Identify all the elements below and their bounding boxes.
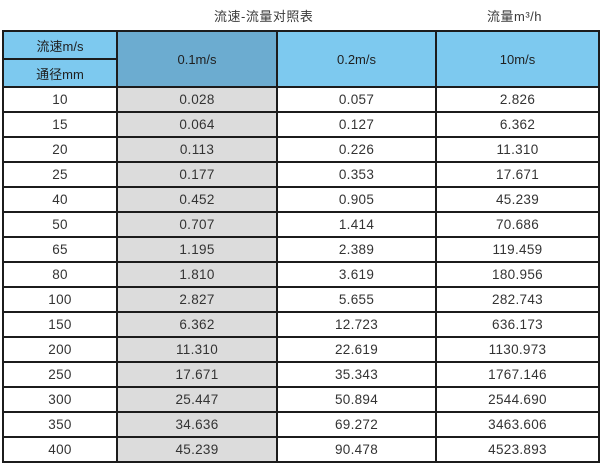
flow-value-cell: 119.459 <box>435 236 600 263</box>
flow-value-cell: 3.619 <box>276 261 437 288</box>
flow-value-cell: 90.478 <box>276 436 437 463</box>
table-title: 流速-流量对照表 <box>214 9 314 24</box>
flow-value-cell: 11.310 <box>435 136 600 163</box>
column-header-0.1ms: 0.1m/s <box>116 30 278 88</box>
column-header-10ms: 10m/s <box>435 30 600 88</box>
table-row: 40 0.452 0.905 45.239 <box>2 186 600 213</box>
diameter-cell: 150 <box>2 311 118 338</box>
table-body: 10 0.028 0.057 2.826 15 0.064 0.127 6.362 20 0.11… <box>2 86 600 463</box>
flow-rate-table: 流速m/s 0.1m/s 0.2m/s 10m/s 通径mm 10 0.028 0.… <box>2 30 600 463</box>
table-row: 350 34.636 69.272 3463.606 <box>2 411 600 438</box>
diameter-cell: 400 <box>2 436 118 463</box>
flow-value-cell: 0.057 <box>276 86 437 113</box>
flow-value-cell: 2544.690 <box>435 386 600 413</box>
table-row: 10 0.028 0.057 2.826 <box>2 86 600 113</box>
flow-value-cell: 50.894 <box>276 386 437 413</box>
flow-value-cell: 0.028 <box>116 86 278 113</box>
flow-value-cell: 6.362 <box>435 111 600 138</box>
flow-value-cell: 0.353 <box>276 161 437 188</box>
flow-value-cell: 6.362 <box>116 311 278 338</box>
flow-value-cell: 0.113 <box>116 136 278 163</box>
flow-value-cell: 0.707 <box>116 211 278 238</box>
table-row: 150 6.362 12.723 636.173 <box>2 311 600 338</box>
diameter-cell: 100 <box>2 286 118 313</box>
flow-value-cell: 1.195 <box>116 236 278 263</box>
table-row: 80 1.810 3.619 180.956 <box>2 261 600 288</box>
corner-cell-diameter: 通径mm <box>2 58 118 88</box>
flow-value-cell: 5.655 <box>276 286 437 313</box>
flow-value-cell: 0.226 <box>276 136 437 163</box>
diameter-cell: 40 <box>2 186 118 213</box>
titlebar: 流速-流量对照表 流量m³/h <box>0 0 600 30</box>
table-row: 15 0.064 0.127 6.362 <box>2 111 600 138</box>
table-row: 250 17.671 35.343 1767.146 <box>2 361 600 388</box>
diameter-cell: 10 <box>2 86 118 113</box>
flow-value-cell: 34.636 <box>116 411 278 438</box>
diameter-cell: 300 <box>2 386 118 413</box>
flow-value-cell: 45.239 <box>435 186 600 213</box>
diameter-cell: 350 <box>2 411 118 438</box>
flow-value-cell: 35.343 <box>276 361 437 388</box>
table-row: 20 0.113 0.226 11.310 <box>2 136 600 163</box>
flow-value-cell: 2.827 <box>116 286 278 313</box>
diameter-cell: 80 <box>2 261 118 288</box>
diameter-cell: 50 <box>2 211 118 238</box>
flow-value-cell: 1.414 <box>276 211 437 238</box>
flow-value-cell: 3463.606 <box>435 411 600 438</box>
table-row: 100 2.827 5.655 282.743 <box>2 286 600 313</box>
flow-value-cell: 0.127 <box>276 111 437 138</box>
flow-value-cell: 17.671 <box>435 161 600 188</box>
flow-value-cell: 11.310 <box>116 336 278 363</box>
diameter-cell: 250 <box>2 361 118 388</box>
flow-value-cell: 4523.893 <box>435 436 600 463</box>
diameter-cell: 200 <box>2 336 118 363</box>
table-row: 65 1.195 2.389 119.459 <box>2 236 600 263</box>
flow-value-cell: 0.905 <box>276 186 437 213</box>
diameter-cell: 20 <box>2 136 118 163</box>
diameter-cell: 65 <box>2 236 118 263</box>
flow-value-cell: 69.272 <box>276 411 437 438</box>
flow-value-cell: 17.671 <box>116 361 278 388</box>
table-row: 200 11.310 22.619 1130.973 <box>2 336 600 363</box>
table-row: 50 0.707 1.414 70.686 <box>2 211 600 238</box>
table-row: 400 45.239 90.478 4523.893 <box>2 436 600 463</box>
flow-value-cell: 2.826 <box>435 86 600 113</box>
table-row: 300 25.447 50.894 2544.690 <box>2 386 600 413</box>
diameter-cell: 25 <box>2 161 118 188</box>
flow-value-cell: 70.686 <box>435 211 600 238</box>
flow-value-cell: 25.447 <box>116 386 278 413</box>
flow-value-cell: 45.239 <box>116 436 278 463</box>
table-row: 25 0.177 0.353 17.671 <box>2 161 600 188</box>
column-header-0.2ms: 0.2m/s <box>276 30 437 88</box>
flow-value-cell: 282.743 <box>435 286 600 313</box>
flow-value-cell: 180.956 <box>435 261 600 288</box>
flow-value-cell: 22.619 <box>276 336 437 363</box>
flow-value-cell: 12.723 <box>276 311 437 338</box>
flow-value-cell: 0.177 <box>116 161 278 188</box>
flow-value-cell: 2.389 <box>276 236 437 263</box>
corner-cell-velocity: 流速m/s <box>2 30 118 60</box>
flow-value-cell: 1130.973 <box>435 336 600 363</box>
flow-value-cell: 1.810 <box>116 261 278 288</box>
flow-value-cell: 0.452 <box>116 186 278 213</box>
flow-value-cell: 1767.146 <box>435 361 600 388</box>
flow-value-cell: 0.064 <box>116 111 278 138</box>
unit-label: 流量m³/h <box>487 9 543 24</box>
flow-value-cell: 636.173 <box>435 311 600 338</box>
table-header: 流速m/s 0.1m/s 0.2m/s 10m/s 通径mm <box>2 30 600 88</box>
diameter-cell: 15 <box>2 111 118 138</box>
